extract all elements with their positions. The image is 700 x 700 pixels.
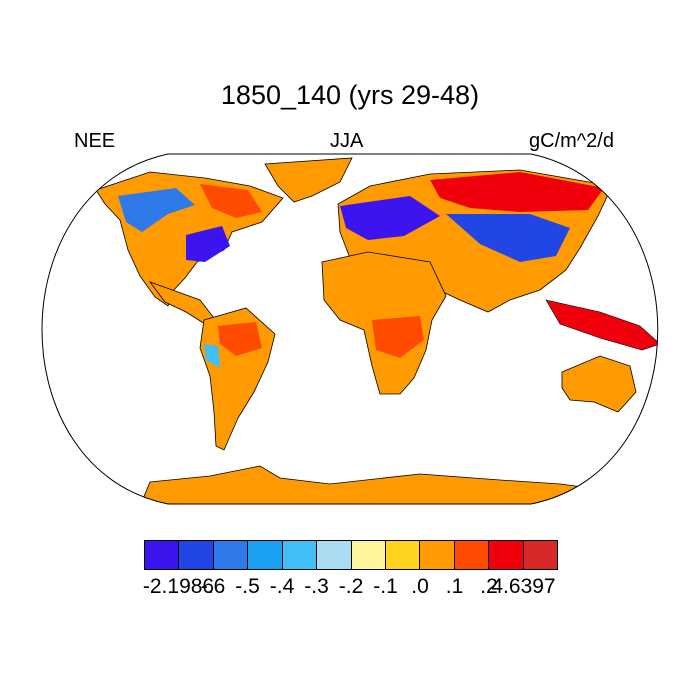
- colorbar-segment: [282, 541, 318, 569]
- units-label: gC/m^2/d: [529, 130, 614, 152]
- colorbar-tick-label: .0: [411, 575, 429, 598]
- colorbar-tick-label: -.4: [269, 575, 295, 598]
- colorbar-segment: [179, 541, 214, 569]
- map-outline: [41, 153, 659, 505]
- land-layer: [95, 157, 658, 504]
- colorbar-tick-label: 4.6397: [491, 575, 556, 598]
- colorbar-tick-label: -.6: [200, 575, 226, 598]
- south-america-red: [218, 322, 262, 356]
- colorbar-segment: [489, 541, 524, 569]
- colorbar-segment: [454, 541, 490, 569]
- colorbar-segment: [317, 541, 352, 569]
- colorbar-tick-label: -.5: [235, 575, 260, 598]
- colorbar-tick-label: .1: [445, 575, 464, 598]
- antarctica-land: [139, 465, 621, 504]
- colorbar-segment: [420, 541, 455, 569]
- greenland-land: [264, 157, 353, 203]
- south-america-blue: [204, 344, 220, 368]
- colorbar-segment: [523, 541, 558, 569]
- colorbar-ticks: -2.1986 -.6 -.5 -.4 -.3 -.2 -.1 .0 .1 .2 4.6397: [0, 574, 700, 604]
- north-america-blue: [118, 188, 195, 232]
- australia-land: [561, 355, 637, 413]
- map-title: 1850_140 (yrs 29-48): [220, 80, 480, 110]
- se-asia-islands: [545, 299, 658, 351]
- siberia-red: [430, 172, 604, 212]
- colorbar-segment: [145, 541, 180, 569]
- season-label: JJA: [330, 130, 364, 152]
- colorbar-tick-label: -.2: [338, 575, 364, 598]
- colorbar-tick-label: -.1: [373, 575, 398, 598]
- colorbar-tick-label: -2.1986: [142, 575, 215, 598]
- colorbar-segment: [385, 541, 421, 569]
- north-america-east-blue: [186, 226, 230, 262]
- europe-blue: [340, 196, 440, 240]
- colorbar-segment: [351, 541, 386, 569]
- africa-red: [372, 316, 424, 358]
- colorbar-segment: [213, 541, 249, 569]
- new-zealand-land: [635, 403, 658, 431]
- north-america-red: [200, 184, 262, 218]
- colorbar-tick-label: .2: [480, 575, 498, 598]
- colorbar-tick-label: -.3: [304, 575, 329, 598]
- central-america-land: [148, 281, 215, 325]
- asia-blue: [446, 214, 570, 262]
- colorbar-segment: [248, 541, 283, 569]
- colorbar: [144, 540, 558, 570]
- variable-label: NEE: [74, 130, 116, 152]
